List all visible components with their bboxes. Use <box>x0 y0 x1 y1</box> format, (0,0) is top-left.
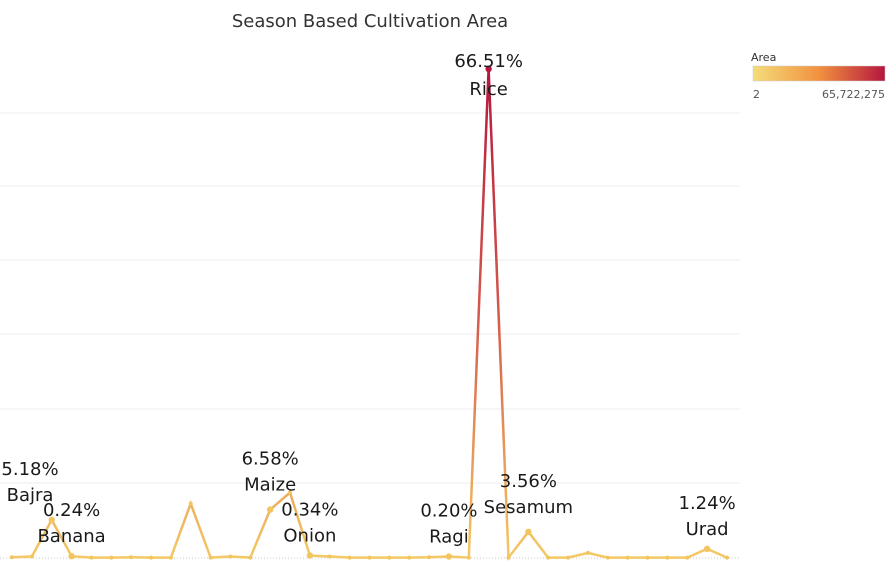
data-points <box>10 65 729 560</box>
data-point[interactable] <box>68 553 75 560</box>
chart-title: Season Based Cultivation Area <box>232 11 508 32</box>
data-point[interactable] <box>466 555 471 560</box>
data-point[interactable] <box>168 555 173 560</box>
data-point[interactable] <box>89 555 94 560</box>
data-point[interactable] <box>685 555 690 560</box>
data-point[interactable] <box>645 555 650 560</box>
series-line-path <box>11 68 728 562</box>
data-point[interactable] <box>48 516 55 524</box>
data-point[interactable] <box>347 555 352 560</box>
data-point[interactable] <box>407 555 412 560</box>
legend-min-label: 2 <box>753 88 760 101</box>
data-point[interactable] <box>327 554 332 559</box>
data-label-percent: 5.18% <box>1 459 58 480</box>
data-label-crop: Banana <box>37 526 105 547</box>
data-label-crop: Ragi <box>429 527 469 548</box>
data-point[interactable] <box>288 490 293 495</box>
data-label-crop: Rice <box>469 79 507 100</box>
data-point[interactable] <box>724 555 729 560</box>
data-label-percent: 0.34% <box>281 500 338 521</box>
data-point[interactable] <box>546 555 551 560</box>
data-point[interactable] <box>266 506 274 513</box>
data-label-percent: 0.24% <box>43 500 100 521</box>
data-point[interactable] <box>485 65 492 73</box>
data-label-percent: 3.56% <box>500 471 557 492</box>
data-point[interactable] <box>109 555 114 560</box>
gridlines <box>0 112 740 559</box>
data-point[interactable] <box>129 555 134 560</box>
data-point[interactable] <box>306 552 314 559</box>
data-point[interactable] <box>525 528 532 536</box>
data-point[interactable] <box>427 555 432 560</box>
data-point[interactable] <box>605 555 610 560</box>
data-label-crop: Bajra <box>7 485 54 506</box>
data-point[interactable] <box>248 555 253 560</box>
data-point[interactable] <box>506 555 511 560</box>
data-label-crop: Maize <box>244 475 296 496</box>
data-label-crop: Urad <box>686 519 729 540</box>
data-point[interactable] <box>228 554 233 559</box>
data-point[interactable] <box>367 555 372 560</box>
data-point[interactable] <box>585 550 590 555</box>
series-line <box>11 68 728 562</box>
legend-gradient-bar <box>752 65 886 82</box>
data-label-percent: 6.58% <box>242 449 299 470</box>
data-label-crop: Onion <box>283 526 336 547</box>
data-point[interactable] <box>208 555 213 560</box>
data-point[interactable] <box>625 555 630 560</box>
data-point[interactable] <box>387 555 392 560</box>
legend-max-label: 65,722,275 <box>822 88 885 101</box>
data-label-percent: 0.20% <box>420 501 477 522</box>
data-label-percent: 66.51% <box>454 51 523 72</box>
data-point[interactable] <box>445 553 453 560</box>
legend-title: Area <box>751 51 776 64</box>
data-point[interactable] <box>10 555 14 560</box>
data-label-percent: 1.24% <box>679 493 736 514</box>
data-label-crop: Sesamum <box>484 497 573 518</box>
data-point[interactable] <box>188 501 193 506</box>
data-point[interactable] <box>149 555 154 560</box>
data-point[interactable] <box>566 555 571 560</box>
data-point[interactable] <box>703 545 711 553</box>
color-legend: Area 2 65,722,275 <box>751 51 886 101</box>
data-point[interactable] <box>29 554 34 559</box>
data-point[interactable] <box>665 555 670 560</box>
